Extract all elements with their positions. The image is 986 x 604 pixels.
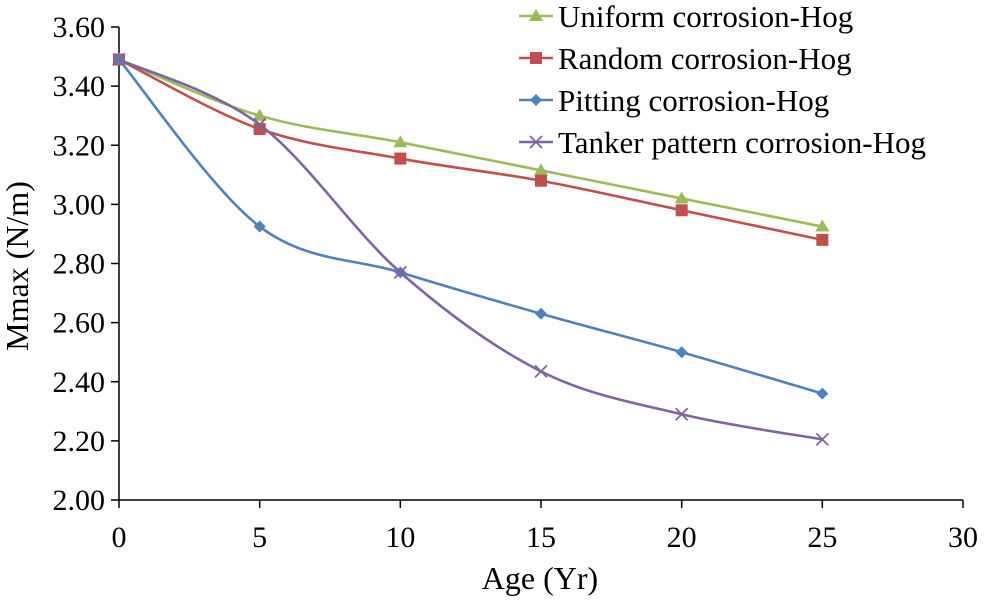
data-point-pitting-corrosion-hog [535,307,547,320]
x-tick-label: 30 [948,521,978,554]
data-point-random-corrosion-hog [816,233,829,246]
legend-swatch-marker [529,9,543,21]
data-point-pitting-corrosion-hog [675,346,688,359]
legend: Uniform corrosion-Hog Random corrosion-Ho… [519,0,926,160]
y-tick-label: 3.60 [53,11,106,44]
data-point-tanker-pattern-corrosion-hog [112,52,126,67]
y-tick-label: 3.40 [53,70,106,103]
legend-entry-pitting-corrosion-hog: Pitting corrosion-Hog [519,83,829,118]
legend-entry-uniform-corrosion-hog: Uniform corrosion-Hog [519,0,853,34]
x-tick-label: 0 [112,521,127,554]
y-axis-title: Mmax (N/m) [0,181,35,351]
y-tick-label: 2.20 [53,425,106,458]
data-point-uniform-corrosion-hog [252,108,267,121]
x-tick-label: 15 [526,521,556,554]
axes: 2.00 2.20 2.40 2.60 2.80 3.00 3.20 3.40 3.60 0 5 10… [53,11,979,554]
y-tick-label: 2.80 [53,248,106,281]
legend-label: Random corrosion-Hog [558,41,852,76]
y-tick-label: 3.00 [53,188,106,221]
series-tanker-pattern-corrosion-hog [112,52,829,447]
legend-label: Tanker pattern corrosion-Hog [558,125,926,160]
legend-label: Uniform corrosion-Hog [558,0,853,34]
series-line-tanker-pattern-corrosion-hog [117,58,824,441]
data-point-uniform-corrosion-hog [393,135,408,148]
legend-swatch-marker [529,135,543,149]
x-marker-stroke [112,52,126,67]
data-point-tanker-pattern-corrosion-hog [393,265,407,280]
data-point-tanker-pattern-corrosion-hog [534,364,548,379]
y-tick-label: 2.60 [53,307,106,340]
x-marker-stroke [534,364,548,379]
series-line-pitting-corrosion-hog [117,58,824,395]
data-point-tanker-pattern-corrosion-hog [815,432,829,447]
legend-label: Pitting corrosion-Hog [558,83,829,118]
x-marker-stroke [815,432,829,447]
x-marker-stroke [393,265,407,280]
x-tick-label: 20 [667,521,697,554]
x-axis-title: Age (Yr) [482,560,598,596]
data-point-random-corrosion-hog [675,204,688,217]
data-point-pitting-corrosion-hog [816,387,829,400]
x-marker-stroke [253,117,267,132]
data-point-tanker-pattern-corrosion-hog [253,117,267,132]
x-tick-label: 5 [252,521,267,554]
x-marker-stroke [675,407,689,421]
data-point-uniform-corrosion-hog [815,219,830,232]
data-point-random-corrosion-hog [535,174,547,187]
y-tick-label: 2.40 [53,366,106,399]
x-tick-label: 10 [385,521,415,554]
y-tick-label: 2.00 [53,484,106,517]
data-point-tanker-pattern-corrosion-hog [675,407,689,421]
legend-entry-random-corrosion-hog: Random corrosion-Hog [519,41,852,76]
data-point-uniform-corrosion-hog [534,163,548,176]
legend-swatch-marker [530,94,542,106]
data-point-pitting-corrosion-hog [253,220,266,233]
series-lines [112,52,830,447]
x-tick-label: 25 [807,521,837,554]
series-line-random-corrosion-hog [117,58,824,242]
data-point-random-corrosion-hog [394,152,407,165]
legend-swatch-marker [530,52,542,64]
x-marker-stroke [529,135,543,149]
legend-entry-tanker-pattern-corrosion-hog: Tanker pattern corrosion-Hog [519,125,926,160]
data-point-uniform-corrosion-hog [674,191,689,204]
y-tick-label: 3.20 [53,129,106,162]
